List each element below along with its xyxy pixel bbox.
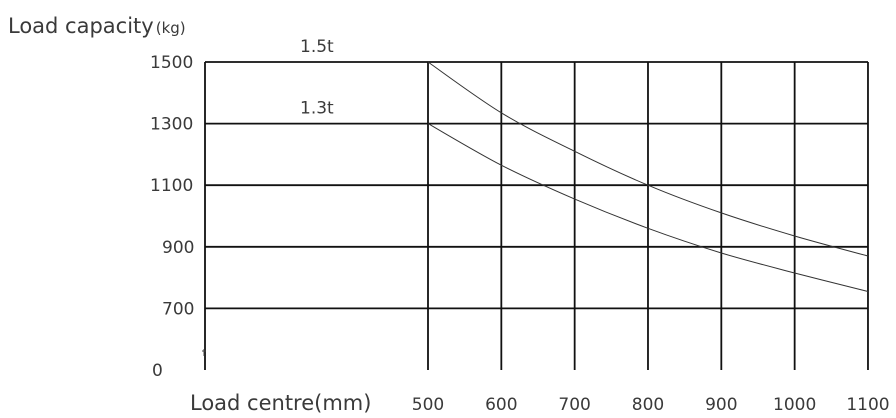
y-tick-0: 0 <box>152 361 163 381</box>
x-tick-700: 700 <box>558 395 590 415</box>
series-labels: 1.5t 1.3t <box>300 37 334 119</box>
y-tick-1300: 1300 <box>150 115 193 135</box>
chart-title-text: Load capacity <box>8 14 154 38</box>
chart-title: Load capacity (kg) <box>8 14 186 38</box>
x-tick-900: 900 <box>705 395 737 415</box>
axis-origin-mark <box>202 349 206 356</box>
curve-1-5t <box>427 61 869 257</box>
y-tick-1100: 1100 <box>150 176 193 196</box>
curve-1-3t <box>427 123 869 292</box>
x-tick-500: 500 <box>412 395 444 415</box>
series-label-1-3t: 1.3t <box>300 99 334 119</box>
x-tick-600: 600 <box>485 395 517 415</box>
y-axis-ticks: 1500 1300 1100 900 700 0 <box>150 53 194 381</box>
grid-lines <box>204 61 869 370</box>
y-tick-900: 900 <box>162 238 194 258</box>
y-tick-700: 700 <box>162 299 194 319</box>
x-tick-800: 800 <box>632 395 664 415</box>
x-tick-1000: 1000 <box>773 395 816 415</box>
x-axis-label: Load centre(mm) <box>190 391 371 415</box>
y-tick-1500: 1500 <box>150 53 193 73</box>
chart-title-unit: (kg) <box>156 19 186 37</box>
curves <box>427 61 869 292</box>
series-label-1-5t: 1.5t <box>300 37 334 57</box>
x-axis-ticks: 500 600 700 800 900 1000 1100 <box>412 395 890 415</box>
x-tick-1100: 1100 <box>846 395 889 415</box>
